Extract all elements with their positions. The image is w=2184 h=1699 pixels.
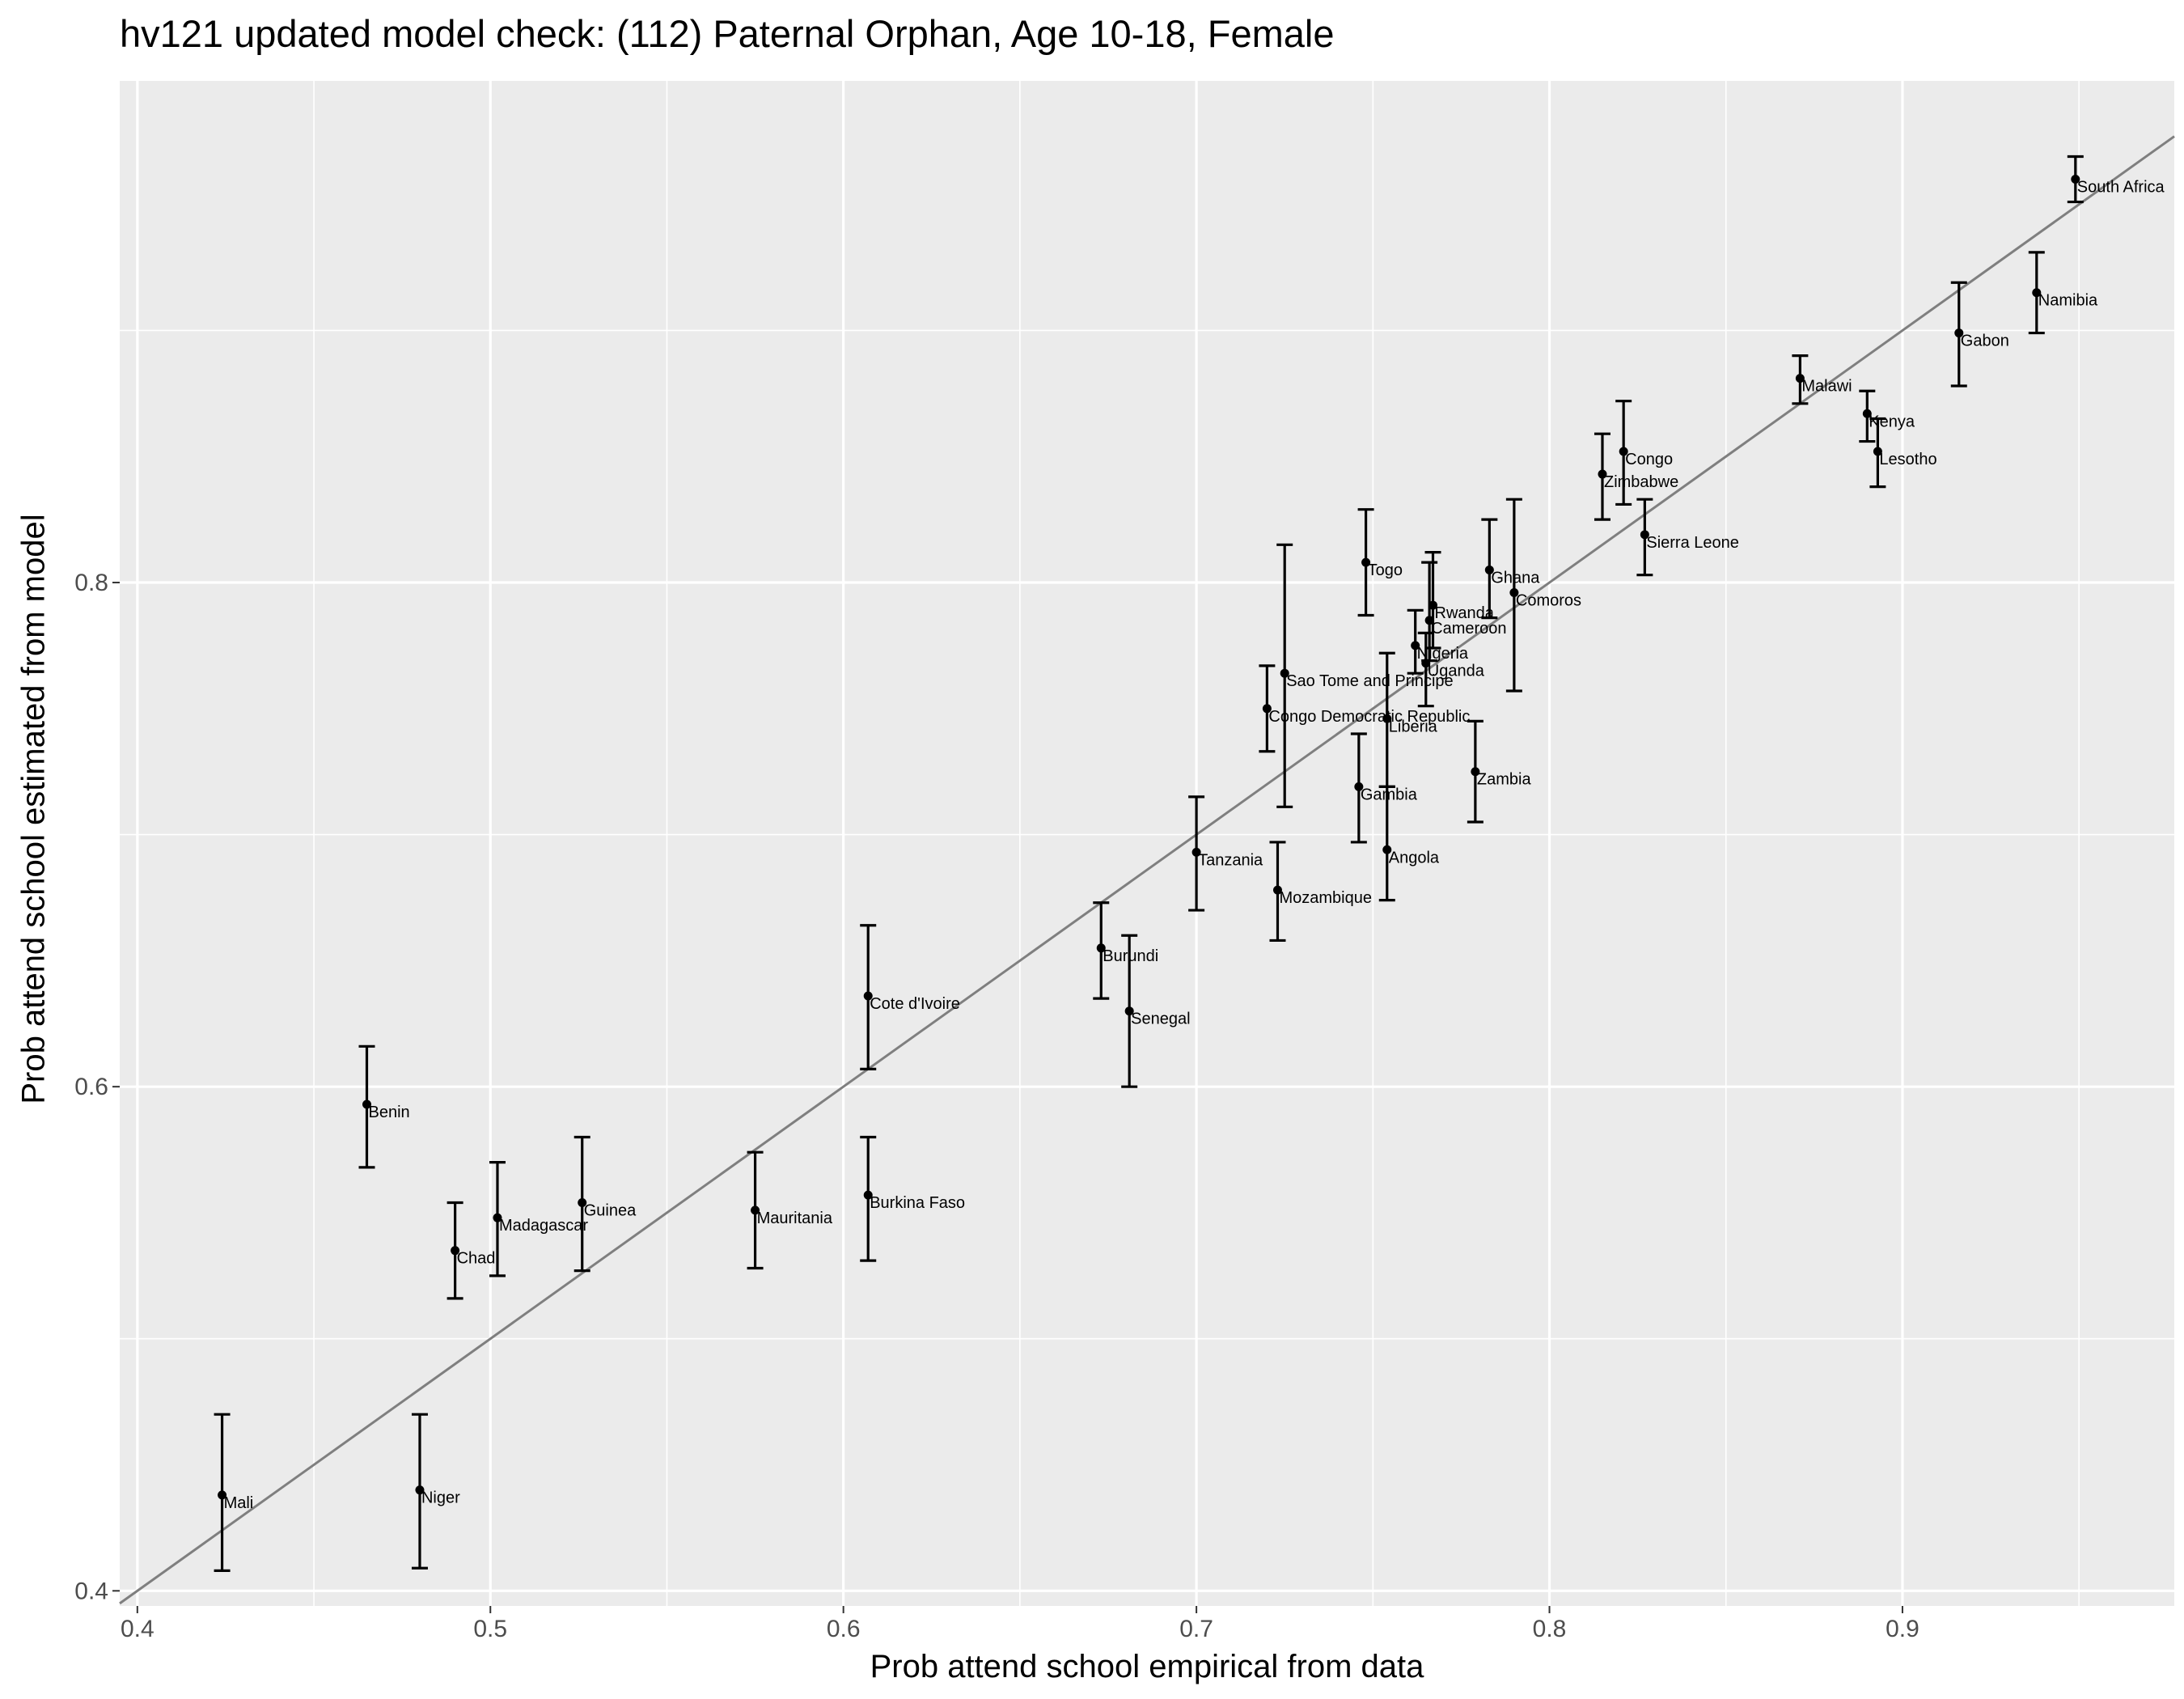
axis-ticks <box>112 582 1903 1613</box>
point-label: Cote d'Ivoire <box>870 995 960 1013</box>
data-point <box>1471 767 1480 777</box>
point-label: Uganda <box>1428 663 1485 680</box>
data-point <box>2071 175 2080 184</box>
data-point <box>1124 1006 1134 1016</box>
data-point <box>863 991 873 1001</box>
y-tick-label: 0.4 <box>74 1578 108 1604</box>
data-point <box>415 1485 425 1495</box>
data-point <box>1262 704 1272 714</box>
point-label: Guinea <box>584 1201 637 1219</box>
plot-panel <box>120 81 2174 1606</box>
point-label: Lesotho <box>1879 451 1936 468</box>
point-label: Congo Democratic Republic <box>1268 708 1470 726</box>
data-point <box>2032 288 2042 298</box>
data-point <box>362 1099 371 1109</box>
point-label: Rwanda <box>1435 604 1495 622</box>
data-points <box>218 175 2080 1500</box>
point-label: Liberia <box>1389 718 1438 735</box>
point-label: Sao Tome and Principe <box>1286 672 1453 690</box>
x-tick-label: 0.6 <box>827 1616 861 1642</box>
x-axis-label: Prob attend school empirical from data <box>870 1649 1424 1684</box>
data-point <box>218 1490 227 1500</box>
data-point <box>1421 659 1431 668</box>
data-point <box>1411 641 1420 650</box>
y-axis-label: Prob attend school estimated from model <box>15 514 52 1104</box>
data-point <box>493 1213 502 1222</box>
data-point <box>863 1190 873 1200</box>
data-point <box>1272 885 1282 895</box>
point-label: Kenya <box>1869 413 1915 430</box>
point-label: Mali <box>224 1494 254 1512</box>
point-label: Angola <box>1389 849 1440 866</box>
data-point <box>1484 565 1494 574</box>
point-label: Niger <box>421 1489 460 1507</box>
error-bar <box>1378 785 1395 902</box>
data-point <box>1873 447 1882 456</box>
error-bars <box>214 155 2084 1572</box>
identity-reference-line <box>119 135 2175 1605</box>
error-bar <box>1417 631 1434 708</box>
point-label: Burundi <box>1103 947 1158 965</box>
point-label: Burkina Faso <box>870 1194 965 1212</box>
data-point <box>1954 328 1964 338</box>
point-label: Sierra Leone <box>1646 534 1739 552</box>
data-point <box>1619 447 1628 456</box>
major-gridlines <box>120 81 2174 1606</box>
point-label: Comoros <box>1516 591 1581 609</box>
point-label: Nigeria <box>1417 645 1469 663</box>
minor-gridlines <box>120 81 2174 1606</box>
data-point <box>1191 847 1201 857</box>
data-point <box>1509 587 1519 597</box>
point-label: Ghana <box>1491 569 1540 587</box>
point-label: Madagascar <box>499 1217 588 1235</box>
point-label: Malawi <box>1801 378 1852 396</box>
chart-title: hv121 updated model check: (112) Paterna… <box>120 12 1335 55</box>
point-label: Mauritania <box>757 1210 833 1227</box>
point-label: Namibia <box>2038 292 2098 310</box>
point-label: Cameroon <box>1431 620 1506 638</box>
x-tick-label: 0.4 <box>121 1616 154 1642</box>
data-point <box>1424 616 1434 625</box>
point-label: Congo <box>1625 451 1673 468</box>
data-point <box>1640 530 1649 540</box>
point-label: Senegal <box>1131 1011 1190 1028</box>
x-tick-label: 0.7 <box>1179 1616 1213 1642</box>
point-label: Chad <box>457 1250 496 1268</box>
point-label: Tanzania <box>1198 851 1263 869</box>
data-point <box>1382 845 1392 854</box>
point-label: Gabon <box>1961 333 2009 350</box>
point-label: Mozambique <box>1279 889 1372 907</box>
point-label: Togo <box>1368 561 1403 579</box>
data-point <box>1428 600 1438 610</box>
point-label: Zimbabwe <box>1604 473 1678 491</box>
data-point <box>1598 469 1607 479</box>
x-tick-label: 0.9 <box>1886 1616 1919 1642</box>
data-point <box>1382 714 1392 723</box>
x-tick-label: 0.5 <box>473 1616 507 1642</box>
point-label: Gambia <box>1361 786 1418 803</box>
data-point <box>1361 557 1371 567</box>
point-label: South Africa <box>2077 179 2165 197</box>
data-point <box>578 1197 587 1207</box>
x-tick-label: 0.8 <box>1533 1616 1567 1642</box>
data-point <box>751 1205 760 1215</box>
data-point <box>1280 668 1289 678</box>
point-label: Benin <box>368 1104 409 1121</box>
data-point <box>1354 782 1364 791</box>
data-point <box>451 1246 460 1256</box>
point-label: Zambia <box>1477 771 1532 789</box>
y-tick-label: 0.8 <box>74 570 108 596</box>
data-point <box>1795 374 1805 383</box>
point-labels: South Africa Namibia Gabon Malawi Kenya Lesot… <box>224 179 2165 1512</box>
data-point <box>1096 943 1106 953</box>
tick-labels: 0.4 0.5 0.6 0.7 0.8 0.9 0.4 0.6 0.8 <box>74 570 1919 1642</box>
data-point <box>1862 409 1872 418</box>
y-tick-label: 0.6 <box>74 1074 108 1100</box>
